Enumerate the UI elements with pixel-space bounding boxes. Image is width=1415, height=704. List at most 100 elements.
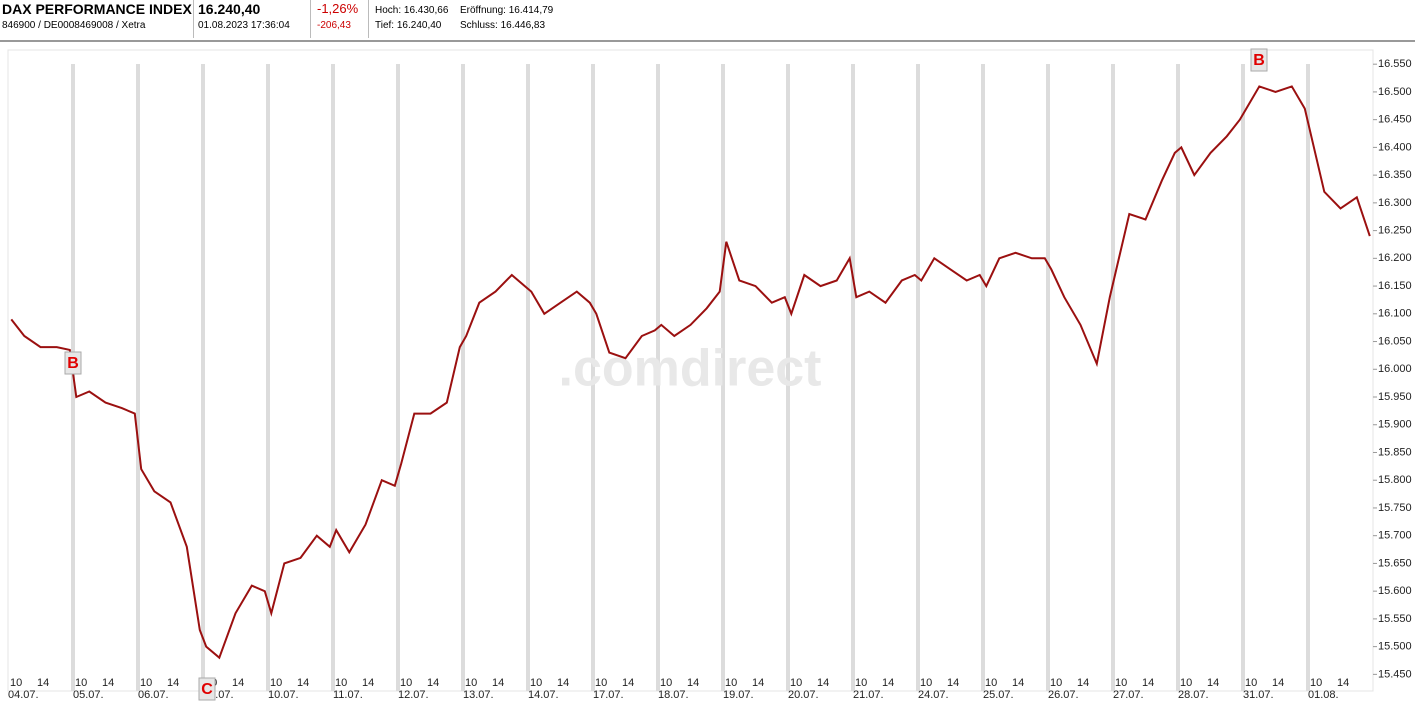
day-separator xyxy=(1306,64,1310,691)
day-label: 01.08. xyxy=(1308,689,1339,701)
y-tick-label: 15.800 xyxy=(1378,474,1412,486)
hour-label: 14 xyxy=(297,677,309,689)
y-tick-label: 15.750 xyxy=(1378,502,1412,514)
hour-label: 10 xyxy=(270,677,282,689)
plot-frame xyxy=(7,49,1374,692)
day-separator xyxy=(136,64,140,691)
hour-label: 14 xyxy=(427,677,439,689)
y-tick-label: 16.050 xyxy=(1378,335,1412,347)
price-line xyxy=(10,85,1371,660)
hour-label: 14 xyxy=(752,677,764,689)
y-tick-label: 16.300 xyxy=(1378,197,1412,209)
hour-label: 10 xyxy=(400,677,412,689)
y-tick-label: 16.350 xyxy=(1378,169,1412,181)
hour-label: 14 xyxy=(1207,677,1219,689)
watermark: .comdirect xyxy=(559,340,822,398)
marker-box xyxy=(198,677,216,701)
day-separator xyxy=(201,64,205,691)
hour-label: 10 xyxy=(660,677,672,689)
day-separator xyxy=(721,64,725,691)
day-label: 28.07. xyxy=(1178,689,1209,701)
day-label: 21.07. xyxy=(853,689,884,701)
hour-label: 14 xyxy=(232,677,244,689)
y-tick-label: 15.600 xyxy=(1378,585,1412,597)
hour-label: 14 xyxy=(882,677,894,689)
hour-label: 10 xyxy=(465,677,477,689)
hour-label: 14 xyxy=(37,677,49,689)
y-tick-label: 16.550 xyxy=(1378,58,1412,70)
day-label: 06.07. xyxy=(138,689,169,701)
day-separator xyxy=(916,64,920,691)
day-label: 11.07. xyxy=(333,689,363,701)
day-separator xyxy=(1046,64,1050,691)
marker-label: C xyxy=(201,681,213,698)
y-tick-label: 15.700 xyxy=(1378,530,1412,542)
y-tick-label: 15.450 xyxy=(1378,668,1412,680)
hour-label: 14 xyxy=(1272,677,1284,689)
hour-label: 10 xyxy=(530,677,542,689)
y-tick-label: 15.950 xyxy=(1378,391,1412,403)
day-separator xyxy=(331,64,335,691)
hour-label: 14 xyxy=(622,677,634,689)
price: 16.240,40 xyxy=(198,1,261,17)
day-label: 24.07. xyxy=(918,689,949,701)
open: Eröffnung: 16.414,79 xyxy=(460,5,554,16)
hour-label: 10 xyxy=(1180,677,1192,689)
day-separator xyxy=(1111,64,1115,691)
ids: 846900 / DE0008469008 / Xetra xyxy=(2,20,146,31)
day-label: 04.07. xyxy=(8,689,39,701)
y-tick-label: 15.550 xyxy=(1378,613,1412,625)
day-separator xyxy=(396,64,400,691)
hour-label: 10 xyxy=(790,677,802,689)
day-separator xyxy=(981,64,985,691)
hour-label: 10 xyxy=(725,677,737,689)
hour-label: 14 xyxy=(817,677,829,689)
hour-label: 10 xyxy=(335,677,347,689)
hour-label: 14 xyxy=(492,677,504,689)
day-separator xyxy=(461,64,465,691)
day-separator xyxy=(1241,64,1245,691)
day-label: 17.07. xyxy=(593,689,624,701)
y-tick-label: 16.150 xyxy=(1378,280,1412,292)
day-label: 18.07. xyxy=(658,689,689,701)
hour-label: 14 xyxy=(1142,677,1154,689)
y-tick-label: 15.650 xyxy=(1378,557,1412,569)
hour-label: 14 xyxy=(1077,677,1089,689)
change-pct: -1,26% xyxy=(317,1,359,16)
y-tick-label: 15.500 xyxy=(1378,641,1412,653)
day-label: 31.07. xyxy=(1243,689,1274,701)
low: Tief: 16.240,40 xyxy=(375,20,442,31)
day-label: 27.07. xyxy=(1113,689,1144,701)
hour-label: 10 xyxy=(920,677,932,689)
day-separator xyxy=(526,64,530,691)
day-label: 26.07. xyxy=(1048,689,1079,701)
day-separator xyxy=(656,64,660,691)
y-tick-label: 15.850 xyxy=(1378,446,1412,458)
header: DAX PERFORMANCE INDEX 846900 / DE0008469… xyxy=(0,0,1415,42)
hour-label: 14 xyxy=(362,677,374,689)
timestamp: 01.08.2023 17:36:04 xyxy=(198,20,290,31)
day-separator xyxy=(591,64,595,691)
y-tick-label: 16.450 xyxy=(1378,114,1412,126)
day-separator xyxy=(1176,64,1180,691)
day-label: 12.07. xyxy=(398,689,429,701)
hour-label: 10 xyxy=(595,677,607,689)
change-abs: -206,43 xyxy=(317,20,351,31)
hour-label: 14 xyxy=(687,677,699,689)
hour-label: 10 xyxy=(855,677,867,689)
hour-label: 10 xyxy=(1115,677,1127,689)
hour-label: 14 xyxy=(557,677,569,689)
marker-label: B xyxy=(67,355,79,372)
day-separator xyxy=(266,64,270,691)
day-label: 10.07. xyxy=(268,689,299,701)
hour-label: 10 xyxy=(1310,677,1322,689)
hour-label: 10 xyxy=(1050,677,1062,689)
hour-label: 14 xyxy=(1337,677,1349,689)
day-separator xyxy=(851,64,855,691)
day-label: 25.07. xyxy=(983,689,1014,701)
hour-label: 10 xyxy=(140,677,152,689)
hour-label: 10 xyxy=(75,677,87,689)
marker-box xyxy=(1250,48,1268,72)
